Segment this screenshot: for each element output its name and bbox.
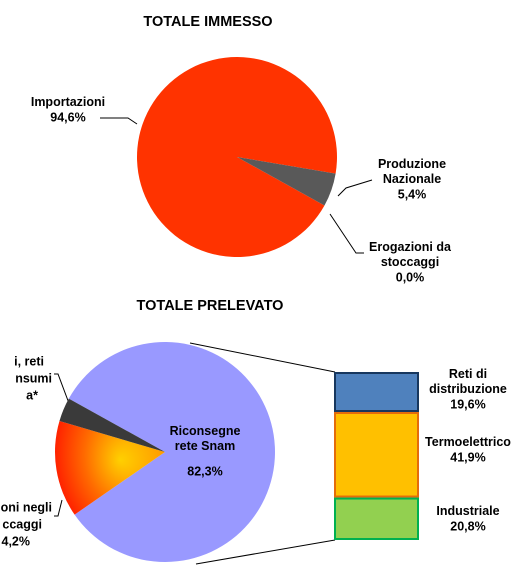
annotation: ccaggi — [2, 517, 42, 531]
pie-slice — [59, 398, 165, 452]
connector-line — [195, 539, 336, 565]
data-label: Reti di distribuzione — [429, 367, 507, 396]
pie-slice — [68, 341, 275, 563]
value-label: 82,3% — [187, 464, 222, 478]
chart-title: TOTALE IMMESSO — [143, 14, 272, 30]
annotation: nsumi — [15, 371, 52, 385]
data-label: Importazioni — [31, 95, 105, 109]
annotation: oni negli — [1, 500, 52, 514]
pie-slice — [237, 157, 325, 206]
data-label: Industriale — [436, 504, 499, 518]
data-label: Termoelettrico — [425, 435, 511, 449]
pie-slice — [54, 420, 165, 515]
value-label: 20,8% — [450, 519, 485, 533]
pie-slice — [237, 157, 336, 206]
bar-segment — [334, 412, 419, 498]
annotation: i, reti — [14, 354, 44, 368]
value-label: 94,6% — [50, 110, 85, 124]
pie-slice — [137, 56, 338, 257]
leader-line — [54, 373, 71, 407]
leader-line — [54, 499, 63, 517]
chart-title: TOTALE PRELEVATO — [137, 298, 284, 314]
annotation: 4,2% — [2, 534, 31, 548]
value-label: 0,0% — [396, 270, 425, 284]
leader-line — [337, 179, 373, 197]
value-label: 5,4% — [398, 187, 427, 201]
data-label: Erogazioni da stoccaggi — [369, 240, 452, 269]
connector-line — [189, 342, 336, 373]
value-label: 41,9% — [450, 450, 485, 464]
data-label: Riconsegne rete Snam — [170, 424, 241, 453]
leader-line — [100, 117, 138, 125]
data-label: Produzione Nazionale — [378, 157, 446, 186]
annotation: a* — [26, 388, 38, 402]
leader-line — [329, 213, 364, 254]
bar-segment — [334, 372, 419, 413]
bar-segment — [334, 497, 419, 541]
value-label: 19,6% — [450, 397, 485, 411]
